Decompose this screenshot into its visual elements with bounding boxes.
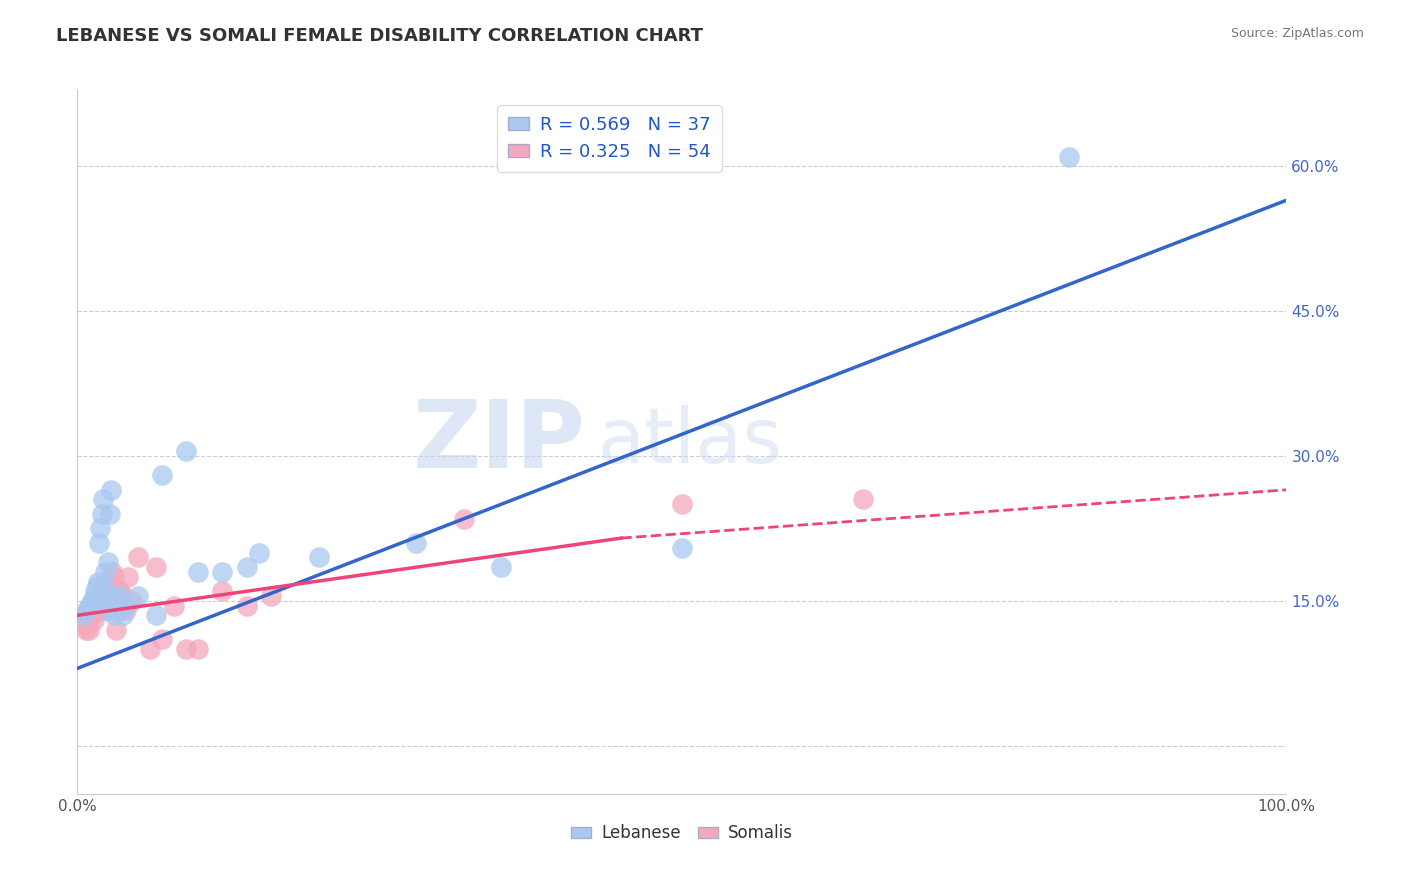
Point (79, 603, 101, 617)
Point (93, 584, 115, 599)
Point (97, 603, 120, 617)
Point (174, 444, 197, 458)
Point (127, 589, 149, 603)
Legend: Lebanese, Somalis: Lebanese, Somalis (565, 818, 799, 849)
Point (76, 608, 98, 623)
Point (87, 603, 110, 617)
Point (150, 468, 173, 483)
Point (76, 603, 98, 617)
Point (211, 584, 233, 599)
Point (72, 608, 94, 623)
Point (94, 589, 117, 603)
Point (87, 574, 110, 589)
Point (86, 603, 108, 617)
Point (98, 574, 121, 589)
Point (89, 521, 111, 535)
Point (103, 608, 125, 623)
Point (100, 483, 122, 497)
Point (121, 594, 143, 608)
Point (89, 599, 111, 613)
Point (79, 599, 101, 613)
Point (79, 623, 101, 637)
Point (87, 589, 110, 603)
Point (453, 512, 475, 526)
Point (211, 565, 233, 579)
Point (98, 507, 121, 521)
Point (187, 642, 209, 657)
Point (150, 632, 173, 647)
Point (86, 579, 108, 593)
Point (91, 492, 114, 507)
Point (1057, 150, 1080, 164)
Point (671, 541, 693, 555)
Point (97, 579, 120, 593)
Point (112, 589, 135, 603)
Point (96, 603, 118, 617)
Point (84, 589, 107, 603)
Point (96, 599, 118, 613)
Point (87, 599, 110, 613)
Point (174, 642, 197, 657)
Point (108, 603, 131, 617)
Point (79, 613, 101, 627)
Point (114, 603, 136, 617)
Point (91, 589, 114, 603)
Point (103, 579, 125, 593)
Point (72, 613, 94, 627)
Point (852, 492, 875, 507)
Point (80, 594, 103, 608)
Point (117, 570, 139, 584)
Point (114, 599, 136, 613)
Point (145, 608, 167, 623)
Point (260, 589, 283, 603)
Point (187, 565, 209, 579)
Point (489, 560, 512, 574)
Text: atlas: atlas (598, 405, 782, 478)
Point (405, 536, 427, 550)
Point (90, 507, 112, 521)
Point (671, 497, 693, 511)
Point (87, 536, 110, 550)
Point (82, 599, 104, 613)
Point (84, 599, 107, 613)
Point (127, 550, 149, 565)
Point (90, 594, 112, 608)
Point (145, 560, 167, 574)
Point (101, 565, 124, 579)
Point (90, 584, 112, 599)
Point (104, 589, 127, 603)
Point (100, 584, 122, 599)
Point (163, 599, 186, 613)
Point (73, 618, 96, 632)
Point (96, 599, 118, 613)
Point (87, 594, 110, 608)
Point (108, 584, 131, 599)
Point (84, 584, 107, 599)
Text: LEBANESE VS SOMALI FEMALE DISABILITY CORRELATION CHART: LEBANESE VS SOMALI FEMALE DISABILITY COR… (56, 27, 703, 45)
Point (77, 603, 100, 617)
Point (103, 570, 125, 584)
Point (93, 579, 115, 593)
Point (112, 608, 135, 623)
Point (83, 613, 105, 627)
Point (75, 623, 97, 637)
Point (235, 599, 257, 613)
Point (94, 565, 117, 579)
Point (93, 579, 115, 593)
Point (105, 623, 128, 637)
Point (103, 589, 125, 603)
Point (247, 545, 270, 559)
Point (96, 555, 118, 569)
Point (84, 589, 107, 603)
Point (139, 642, 162, 657)
Point (308, 550, 330, 565)
Point (235, 560, 257, 574)
Point (80, 608, 103, 623)
Text: ZIP: ZIP (412, 395, 585, 488)
Point (108, 589, 131, 603)
Text: Source: ZipAtlas.com: Source: ZipAtlas.com (1230, 27, 1364, 40)
